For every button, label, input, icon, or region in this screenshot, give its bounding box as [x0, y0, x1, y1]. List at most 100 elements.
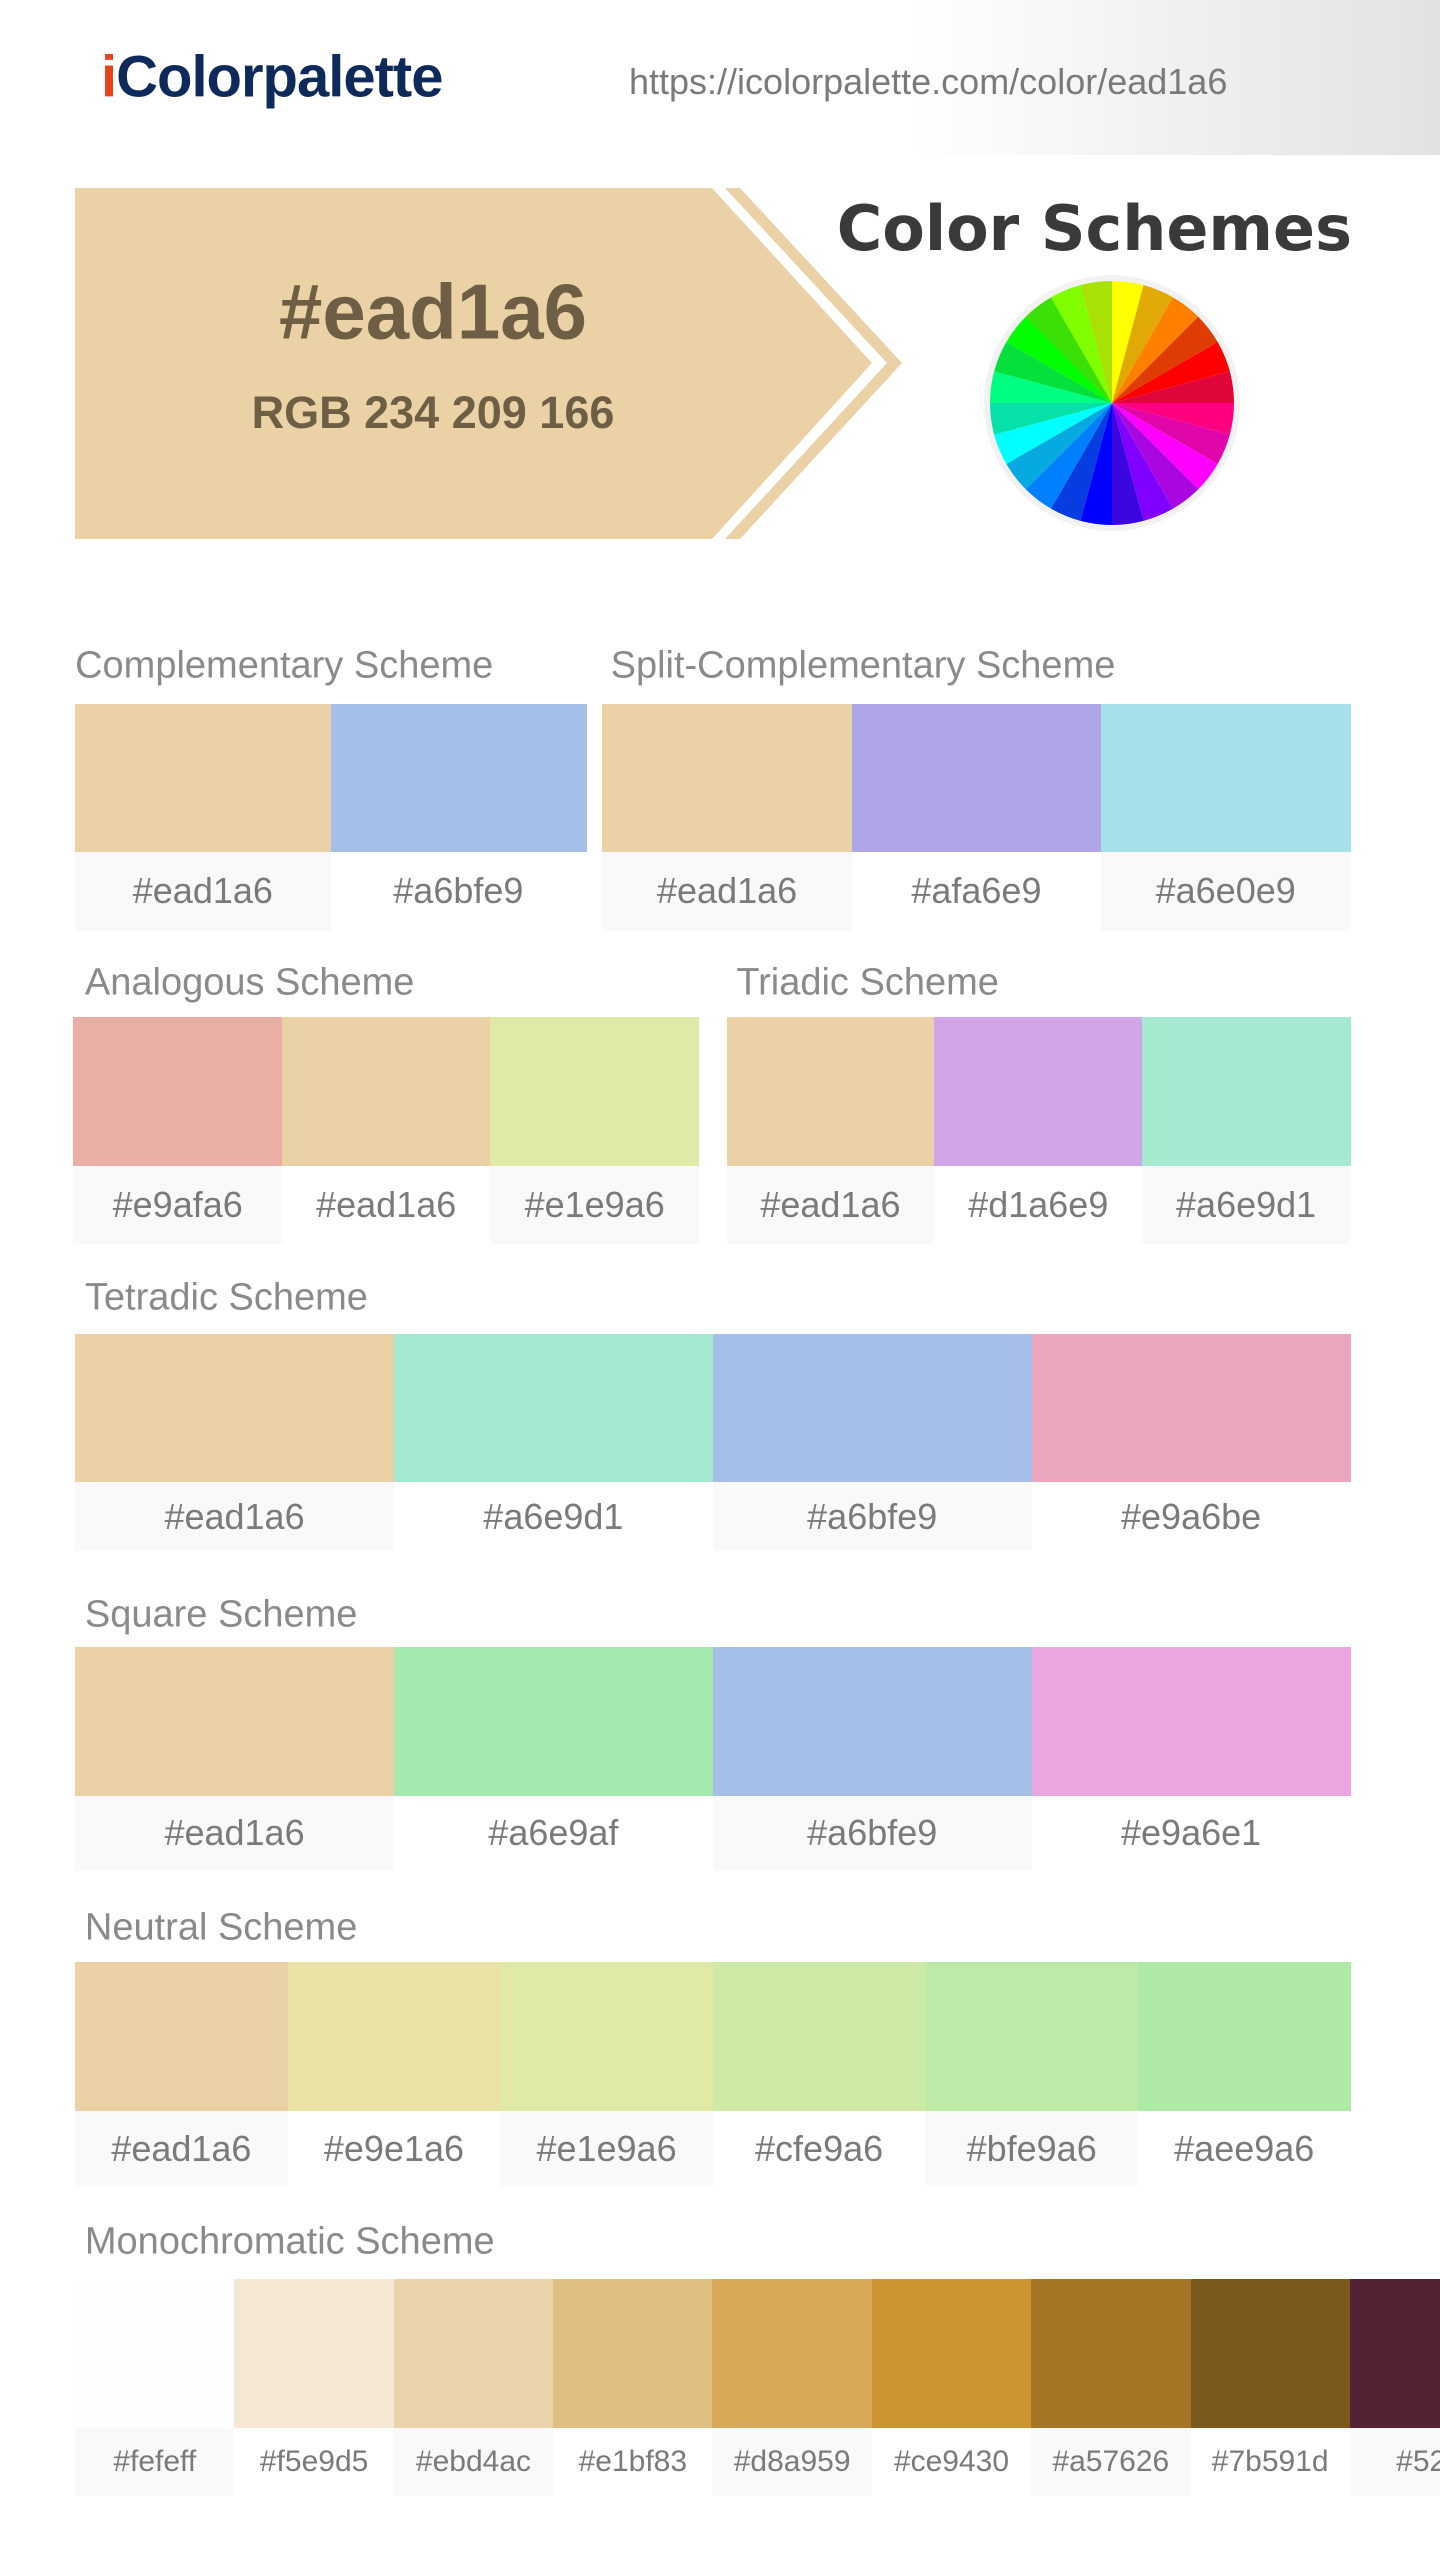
scheme-title: Triadic Scheme — [736, 961, 999, 1004]
color-swatch — [1142, 1017, 1351, 1166]
color-wheel — [990, 281, 1234, 525]
color-label: #a6e0e9 — [1101, 852, 1351, 931]
color-swatch — [1101, 703, 1351, 853]
color-label: #a6e9af — [488, 1812, 619, 1854]
color-label: #e9e1a6 — [323, 2127, 465, 2169]
color-swatch — [553, 2279, 713, 2428]
wheel-wedge — [994, 403, 1112, 464]
color-swatch — [287, 1962, 501, 2111]
color-label: #ebd4ac — [393, 2427, 554, 2497]
color-swatch — [1031, 2279, 1192, 2428]
hero-graphic: #ead1a6 RGB 234 209 166 Color Schemes — [75, 188, 1352, 539]
color-swatch — [1349, 2279, 1440, 2428]
wheel-wedge — [1006, 316, 1112, 403]
wheel-wedge — [1080, 281, 1112, 403]
scheme-title: Split-Complementary Scheme — [610, 644, 1116, 687]
color-swatch — [1031, 1647, 1352, 1796]
color-label: #a57626 — [1031, 2427, 1191, 2497]
color-swatch — [1031, 1333, 1352, 1483]
color-label: #ead1a6 — [316, 1183, 457, 1225]
wheel-wedge — [1112, 403, 1144, 525]
wheel-wedge — [1025, 297, 1112, 403]
scheme-title: Analogous Scheme — [84, 961, 415, 1004]
wheel-wedge — [990, 371, 1112, 403]
color-swatch — [73, 1017, 283, 1166]
color-swatch — [393, 1333, 714, 1483]
color-swatch — [712, 1333, 1033, 1483]
scheme-title: Square Scheme — [84, 1593, 358, 1636]
color-label: #a6bfe9 — [712, 1795, 1032, 1871]
color-swatch — [712, 2279, 873, 2428]
color-swatch — [490, 1017, 700, 1166]
hero-hex: #ead1a6 — [279, 268, 587, 356]
color-swatch — [726, 1017, 935, 1166]
color-swatch — [281, 1017, 491, 1166]
wheel-wedge — [1080, 403, 1112, 525]
wheel-wedge — [1112, 403, 1230, 464]
logo[interactable]: iColorpalette — [101, 44, 443, 110]
color-label: #ce9430 — [893, 2445, 1010, 2479]
wheel-wedge — [1112, 403, 1234, 435]
color-label: #ead1a6 — [726, 1165, 935, 1245]
color-label: #ead1a6 — [75, 2111, 288, 2187]
color-swatch — [75, 1333, 395, 1483]
wheel-wedge — [990, 403, 1112, 435]
color-swatch — [393, 1647, 714, 1796]
color-swatch — [1190, 2279, 1351, 2428]
color-label: #afa6e9 — [911, 870, 1042, 912]
wheel-wedge — [1051, 403, 1112, 521]
color-label: #e1e9a6 — [500, 2111, 713, 2187]
color-label: #523 — [1349, 2427, 1440, 2497]
scheme-title: Neutral Scheme — [84, 1906, 358, 1949]
color-swatch — [75, 1962, 289, 2111]
wheel-wedge — [1051, 285, 1112, 403]
color-label: #f5e9d5 — [259, 2445, 369, 2479]
header-background — [560, 0, 1440, 155]
color-label: #cfe9a6 — [755, 2127, 884, 2169]
color-label: #e9a6be — [1121, 1495, 1262, 1537]
wheel-wedge — [1112, 297, 1199, 403]
wheel-wedge — [1112, 285, 1173, 403]
wheel-wedge — [1112, 371, 1234, 403]
scheme-title: Monochromatic Scheme — [84, 2220, 495, 2263]
color-swatch — [75, 703, 332, 853]
color-label: #e1e9a6 — [490, 1165, 699, 1245]
color-swatch — [330, 703, 587, 853]
wheel-wedge — [1112, 281, 1144, 403]
color-swatch — [500, 1962, 714, 2111]
color-swatch — [871, 2279, 1032, 2428]
color-label: #7b591d — [1211, 2445, 1329, 2479]
color-schemes-title: Color Schemes — [837, 192, 1352, 265]
wheel-wedge — [1112, 403, 1199, 509]
wheel-wedge — [1112, 403, 1218, 490]
wheel-wedge — [1112, 403, 1173, 521]
color-label: #fefeff — [75, 2427, 235, 2497]
color-label: #ead1a6 — [75, 852, 331, 931]
color-label: #ead1a6 — [75, 1482, 394, 1551]
color-swatch — [851, 703, 1102, 853]
wheel-wedge — [1006, 403, 1112, 490]
color-swatch — [934, 1017, 1143, 1166]
color-swatch — [234, 2279, 395, 2428]
color-label: #ead1a6 — [75, 1795, 394, 1871]
color-swatch — [75, 2279, 235, 2428]
color-label: #a6bfe9 — [712, 1482, 1032, 1551]
color-swatch — [712, 1647, 1033, 1796]
color-label: #e9afa6 — [73, 1165, 282, 1245]
hero-banner — [75, 188, 872, 539]
color-swatch — [602, 703, 853, 853]
color-label: #a6bfe9 — [393, 870, 524, 912]
color-label: #d1a6e9 — [968, 1183, 1109, 1225]
scheme-title: Tetradic Scheme — [84, 1276, 368, 1319]
wheel-wedge — [1112, 316, 1218, 403]
hero-rgb: RGB 234 209 166 — [252, 387, 615, 438]
color-label: #aee9a6 — [1174, 2127, 1315, 2169]
color-label: #e1bf83 — [578, 2445, 688, 2479]
color-label: #bfe9a6 — [925, 2111, 1138, 2187]
color-label: #a6e9d1 — [1142, 1165, 1351, 1245]
color-label: #e9a6e1 — [1121, 1812, 1262, 1854]
color-swatch — [75, 1647, 395, 1796]
url: https://icolorpalette.com/color/ead1a6 — [629, 61, 1228, 102]
color-swatch — [925, 1962, 1139, 2111]
